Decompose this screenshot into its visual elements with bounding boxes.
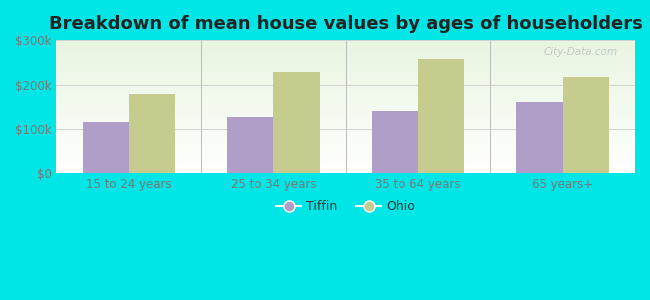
Bar (372, 111, 418, 173)
Bar (516, 102, 563, 173)
Text: City-Data.com: City-Data.com (543, 47, 618, 57)
Bar (129, 94, 175, 173)
Bar (227, 117, 274, 173)
Title: Breakdown of mean house values by ages of householders: Breakdown of mean house values by ages o… (49, 15, 643, 33)
Legend: Tiffin, Ohio: Tiffin, Ohio (271, 195, 420, 218)
Bar (563, 76, 609, 173)
Bar (83, 122, 129, 173)
Bar (418, 59, 464, 173)
Bar (274, 72, 320, 173)
